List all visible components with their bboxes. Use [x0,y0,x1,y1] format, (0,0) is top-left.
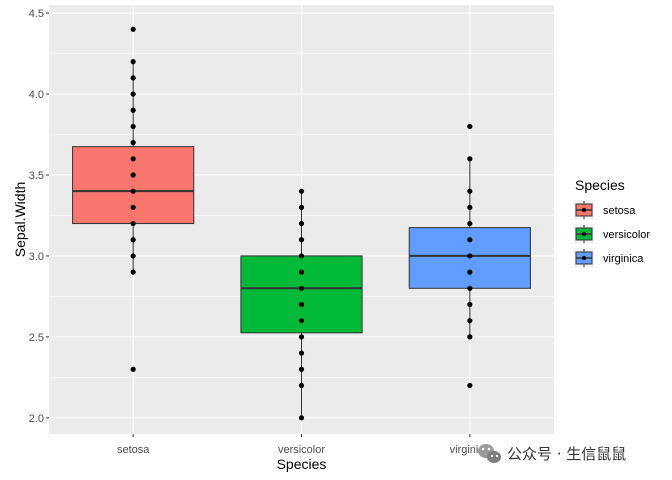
watermark: 公众号 · 生信鼠鼠 [478,444,626,463]
data-point [130,220,136,227]
data-point [130,91,136,97]
y-tick-label: 3.5 [29,170,44,182]
y-tick-label: 2.5 [29,332,44,344]
wechat-icon [478,444,501,463]
y-tick-label: 2.0 [29,413,44,425]
data-point [130,253,136,259]
data-point [130,107,136,113]
data-point [467,123,473,130]
data-point [130,26,136,32]
data-point [298,269,305,275]
data-point [130,172,136,178]
x-tick-label: setosa [117,444,150,456]
data-point [467,220,473,227]
legend-item-virginica: virginica [574,248,644,268]
x-axis-title: Species [277,456,327,472]
data-point [298,285,305,291]
y-axis-title: Sepal.Width [12,182,28,257]
data-point [467,253,473,259]
x-axis-ticks: setosa versicolor virginica [117,434,491,456]
data-point [130,123,136,130]
legend-label: virginica [603,253,644,265]
data-point [130,204,136,210]
y-tick-label: 3.0 [29,251,44,263]
data-point [130,366,136,372]
data-point [298,382,305,389]
y-tick-label: 4.0 [29,89,44,101]
data-point [467,382,473,389]
legend-key-point [581,231,587,237]
data-point [467,156,473,162]
data-point [298,318,305,324]
boxes [72,26,531,421]
legend-key-point [581,207,587,213]
legend: Species setosa versicolor virginica [574,177,650,268]
data-point [298,334,305,340]
data-point [130,75,136,81]
data-point [467,301,473,308]
data-point [130,269,136,275]
data-point [467,318,473,324]
watermark-text: 公众号 · 生信鼠鼠 [507,445,626,463]
y-tick-label: 4.5 [29,8,44,20]
y-axis-ticks: 2.0 2.5 3.0 3.5 4.0 4.5 [29,8,49,425]
data-point [298,253,305,259]
data-point [467,237,473,243]
data-point [298,366,305,372]
data-point [298,301,305,308]
legend-item-versicolor: versicolor [574,224,650,244]
legend-key-point [581,255,587,261]
data-point [298,188,305,194]
data-point [130,59,136,65]
data-point [130,237,136,243]
box-setosa [72,26,195,372]
data-point [298,237,305,243]
legend-label: setosa [603,205,636,217]
data-point [298,350,305,356]
box-versicolor [240,188,363,421]
data-point [130,188,136,194]
data-point [467,204,473,210]
data-point [298,415,305,421]
data-point [467,334,473,340]
box-virginica [408,123,531,389]
data-point [298,204,305,210]
data-point [130,140,136,146]
x-tick-label: versicolor [278,444,325,456]
data-point [130,156,136,162]
legend-title: Species [575,177,625,193]
data-point [467,269,473,275]
data-point [298,220,305,227]
legend-item-setosa: setosa [574,200,636,220]
data-point [467,188,473,194]
data-point [467,285,473,291]
legend-label: versicolor [603,229,650,241]
